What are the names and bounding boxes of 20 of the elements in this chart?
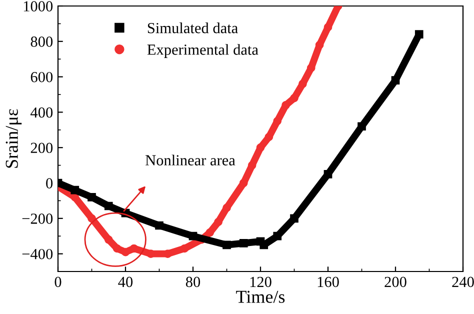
x-tick-label: 80 (186, 276, 200, 288)
y-axis-title: Srain/με (6, 109, 22, 168)
x-tick-label: 160 (318, 276, 339, 288)
y-tick-label: −400 (22, 248, 53, 260)
annotation: Nonlinear area (146, 154, 236, 166)
y-tick-label: −200 (22, 214, 53, 224)
legend-label: Simulated data (148, 22, 238, 34)
y-tick-label: 800 (30, 36, 53, 47)
y-tick-label: 600 (30, 72, 53, 82)
x-tick-label: 200 (384, 276, 406, 288)
y-tick-label: 400 (30, 107, 53, 118)
legend-label: Experimental data (147, 44, 258, 58)
x-axis-title: Time/s (236, 290, 285, 303)
x-tick-label: 40 (118, 276, 133, 288)
y-tick-label: 200 (30, 142, 53, 154)
y-tick-label: 0 (46, 178, 53, 188)
x-tick-label: 120 (250, 276, 272, 288)
y-tick-label: 1000 (24, 1, 53, 12)
x-tick-label: 0 (54, 276, 62, 288)
x-tick-label: 240 (452, 276, 474, 288)
